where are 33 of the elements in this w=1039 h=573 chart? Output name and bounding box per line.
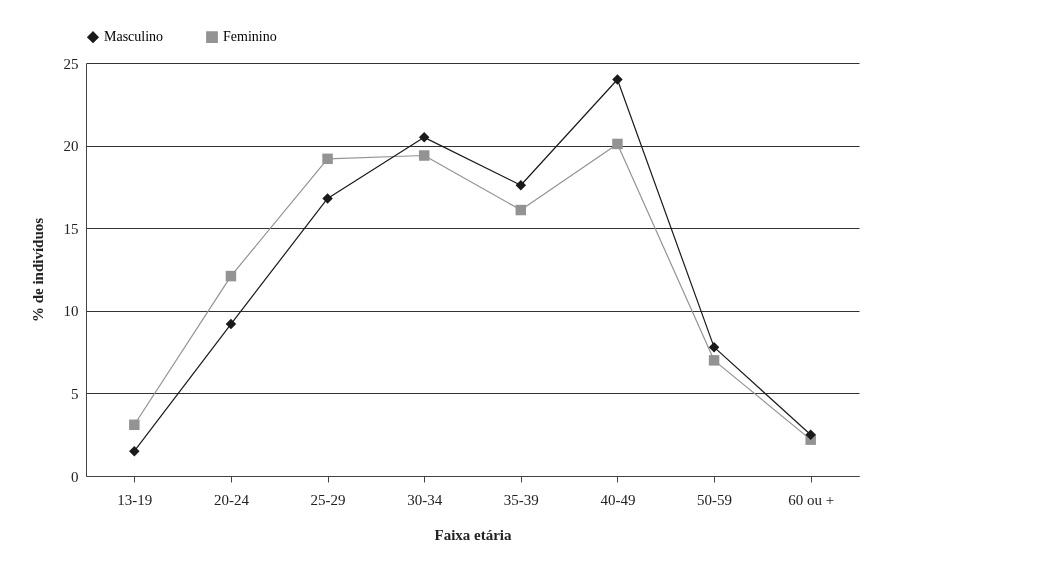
- point: [515, 204, 527, 216]
- x-tick-label: 40-49: [600, 491, 636, 508]
- point: [225, 270, 237, 282]
- point: [612, 138, 623, 150]
- x-tick-label: 60 ou +: [788, 491, 835, 508]
- y-tick-label: 15: [63, 220, 79, 237]
- point: [418, 150, 430, 161]
- point: [708, 341, 720, 353]
- legend-label: Feminino: [223, 29, 277, 45]
- point: [418, 132, 430, 143]
- x-tick-label: 20-24: [213, 491, 250, 508]
- point: [129, 445, 140, 457]
- y-tick-label: 5: [71, 385, 79, 402]
- y-axis-title: % de indivíduos: [29, 217, 46, 323]
- point: [612, 74, 623, 85]
- y-tick-label: 20: [63, 138, 79, 155]
- point: [708, 355, 720, 366]
- x-tick-label: 13-19: [117, 491, 153, 508]
- point: [129, 419, 140, 431]
- point: [225, 318, 237, 330]
- x-tick-label: 30-34: [407, 491, 443, 508]
- x-tick-label: 25-29: [310, 491, 346, 508]
- x-tick-label: 50-59: [697, 491, 733, 508]
- point: [515, 180, 527, 191]
- y-tick-label: 0: [71, 468, 79, 485]
- x-axis-title: Faixa etária: [434, 526, 513, 543]
- point: [322, 193, 333, 204]
- point: [322, 153, 333, 165]
- legend-label: Masculino: [104, 29, 164, 45]
- point: [805, 429, 816, 440]
- y-tick-label: 10: [63, 303, 79, 320]
- x-tick-label: 35-39: [503, 491, 539, 508]
- y-tick-label: 25: [63, 55, 79, 72]
